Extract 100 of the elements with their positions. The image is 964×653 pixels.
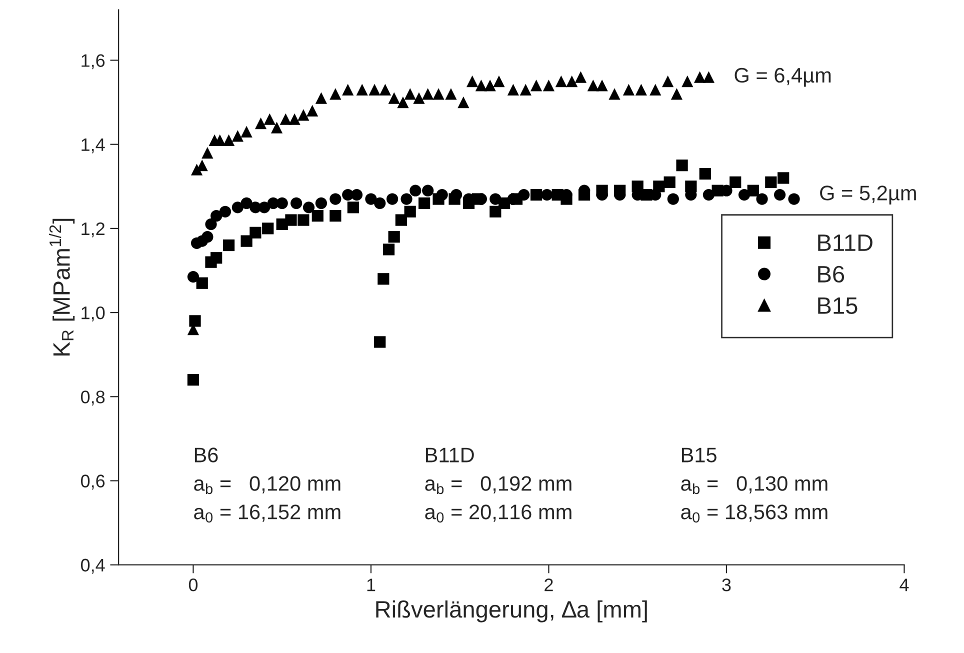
point	[418, 197, 430, 210]
point	[699, 168, 711, 180]
point	[493, 75, 505, 88]
point	[250, 226, 262, 238]
point	[530, 80, 542, 92]
point	[765, 176, 777, 188]
point	[400, 193, 412, 205]
y-tick-label: 0,8	[80, 390, 105, 406]
point	[520, 84, 532, 96]
point	[458, 96, 470, 108]
point	[240, 126, 252, 138]
point	[298, 214, 310, 226]
point	[778, 172, 790, 184]
point	[555, 75, 567, 88]
point	[436, 189, 448, 201]
point	[445, 88, 457, 100]
point	[306, 104, 318, 117]
point	[382, 244, 395, 256]
point	[667, 193, 679, 205]
point	[288, 113, 300, 125]
point	[422, 88, 434, 100]
point	[262, 222, 274, 234]
point	[374, 336, 386, 348]
point	[388, 231, 400, 243]
point	[285, 214, 297, 226]
point	[662, 75, 674, 88]
annotation: B6 a$_{b}$ = 0,120 mm a$_{0}$ = 16,152 mm	[194, 448, 340, 523]
point	[254, 118, 267, 130]
point	[347, 202, 360, 214]
point	[730, 176, 742, 188]
x-tick-label: 4	[900, 578, 909, 592]
x-tick-label: 3	[722, 578, 731, 592]
point	[422, 184, 434, 196]
point	[205, 218, 217, 230]
point	[788, 193, 800, 205]
x-axis-title: Rißverlängerung, ∆a [mm]	[376, 600, 647, 622]
point	[232, 202, 244, 214]
point	[222, 239, 235, 252]
point	[187, 374, 200, 386]
point	[404, 206, 416, 218]
legend-label: B6	[818, 266, 844, 283]
point	[189, 315, 201, 327]
point	[368, 84, 380, 96]
point	[365, 193, 377, 205]
point	[202, 146, 214, 159]
point	[395, 214, 408, 226]
point	[484, 80, 496, 92]
point	[694, 71, 706, 83]
point	[379, 84, 392, 96]
point	[574, 71, 587, 83]
point	[507, 84, 519, 96]
point	[410, 184, 422, 196]
point	[280, 113, 292, 125]
point	[450, 189, 462, 201]
point	[264, 113, 276, 125]
annotation: G = 5,2µm	[820, 186, 916, 205]
point	[240, 235, 252, 247]
point	[670, 88, 683, 100]
point	[315, 197, 328, 210]
point	[541, 189, 553, 201]
y-tick-label: 0,6	[80, 474, 105, 490]
point	[342, 84, 354, 96]
y-tick-label: 1,2	[82, 222, 104, 238]
point	[650, 84, 662, 96]
x-tick-label: 0	[188, 578, 198, 592]
point	[312, 210, 324, 222]
point	[374, 197, 386, 210]
y-tick-label: 1,4	[82, 138, 105, 154]
point	[475, 80, 487, 92]
point	[356, 84, 368, 96]
y-axis-title: K$_{R}$ [MPam$^{1/2}$]	[48, 218, 75, 356]
point	[738, 189, 750, 201]
point	[404, 88, 416, 100]
point	[702, 189, 715, 201]
point	[756, 193, 768, 205]
point	[315, 92, 328, 104]
point	[232, 130, 244, 142]
point	[290, 197, 302, 210]
x-tick-label: 1	[367, 578, 376, 592]
point	[608, 88, 620, 100]
y-tick-label: 0,4	[80, 558, 105, 574]
point	[330, 193, 342, 205]
point	[413, 92, 425, 104]
legend-label: B15	[818, 298, 858, 314]
point	[490, 193, 502, 205]
point	[240, 197, 252, 210]
point	[432, 88, 444, 100]
point	[622, 84, 635, 96]
point	[542, 80, 555, 92]
point	[702, 71, 715, 83]
y-tick-label: 1,6	[82, 54, 105, 70]
point	[270, 122, 283, 134]
point	[530, 189, 542, 201]
point	[682, 75, 694, 88]
point	[276, 197, 288, 210]
point	[330, 88, 342, 100]
point	[378, 273, 390, 285]
point	[196, 277, 208, 289]
point	[298, 109, 310, 121]
point	[386, 193, 398, 205]
